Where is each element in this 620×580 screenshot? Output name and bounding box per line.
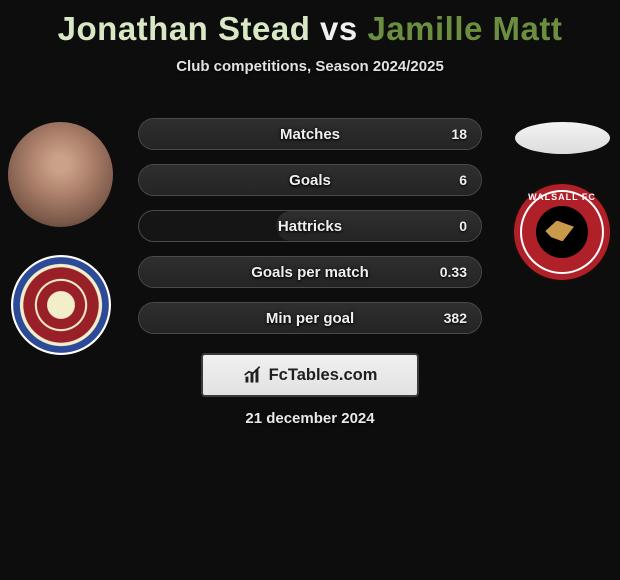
- date-text: 21 december 2024: [0, 410, 620, 427]
- stat-label: Hattricks: [139, 218, 481, 235]
- stat-label: Goals: [139, 172, 481, 189]
- right-column: WALSALL FC: [512, 122, 612, 282]
- stat-value-right: 0.33: [440, 264, 467, 280]
- walsall-crest: WALSALL FC: [512, 182, 612, 282]
- stat-pill: Goals6: [138, 164, 482, 196]
- player1-name: Jonathan Stead: [58, 10, 311, 47]
- harrogate-crest: [11, 255, 111, 355]
- player2-name: Jamille Matt: [367, 10, 562, 47]
- stat-pill: Min per goal382: [138, 302, 482, 334]
- stats-container: Matches18 Goals6 Hattricks0 Goals per match…: [138, 118, 482, 334]
- stat-value-right: 18: [451, 126, 467, 142]
- stat-pill: Goals per match0.33: [138, 256, 482, 288]
- page-title: Jonathan Stead vs Jamille Matt: [0, 0, 620, 48]
- player2-avatar: [515, 122, 610, 154]
- stat-pill: Hattricks0: [138, 210, 482, 242]
- stat-value-right: 6: [459, 172, 467, 188]
- stat-label: Goals per match: [139, 264, 481, 281]
- left-column: [8, 122, 113, 355]
- fctables-badge[interactable]: FcTables.com: [201, 353, 419, 397]
- stat-value-right: 0: [459, 218, 467, 234]
- walsall-crest-text: WALSALL FC: [514, 192, 610, 202]
- stat-label: Min per goal: [139, 310, 481, 327]
- player1-avatar: [8, 122, 113, 227]
- chart-icon: [243, 365, 263, 385]
- stat-pill: Matches18: [138, 118, 482, 150]
- vs-text: vs: [320, 10, 358, 47]
- stat-label: Matches: [139, 126, 481, 143]
- fctables-label: FcTables.com: [269, 366, 378, 385]
- stat-value-right: 382: [444, 310, 467, 326]
- subtitle: Club competitions, Season 2024/2025: [0, 58, 620, 75]
